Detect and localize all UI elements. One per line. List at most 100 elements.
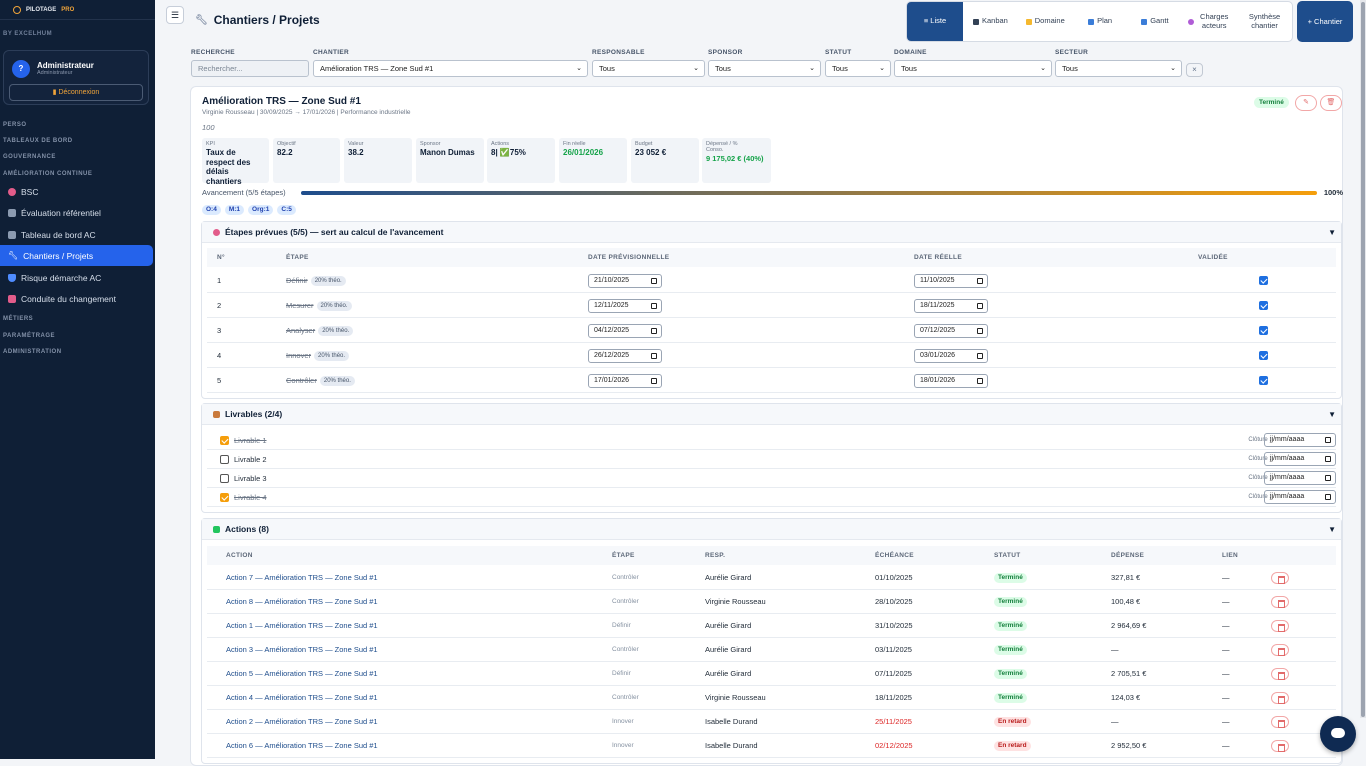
sidebar-item-evaluation[interactable]: Évaluation référentiel [0,202,153,223]
real-date-input[interactable]: 11/10/2025 [914,274,988,288]
action-name[interactable]: Action 8 — Amélioration TRS — Zone Sud #… [226,597,378,606]
clear-filters-button[interactable]: × [1186,63,1203,77]
view-synthese-button[interactable]: Synthèse chantier [1237,2,1292,41]
delete-action-button[interactable] [1271,716,1289,728]
action-name[interactable]: Action 3 — Amélioration TRS — Zone Sud #… [226,645,378,654]
sidebar-item-chantiers[interactable]: 🔧︎ Chantiers / Projets [0,245,153,266]
view-kanban-button[interactable]: Kanban [963,2,1018,41]
kpi-value: Manon Dumas [420,148,475,157]
steps-header[interactable]: Étapes prévues (5/5) — sert au calcul de… [202,222,1341,243]
nav-section-metiers[interactable]: MÉTIERS [3,316,34,322]
collapse-icon[interactable]: ▼ [1328,410,1336,419]
delete-project-button[interactable]: 🗑 [1320,95,1342,111]
actions-header[interactable]: Actions (8) ▼ [202,519,1341,540]
planned-date-input[interactable]: 21/10/2025 [588,274,662,288]
action-name[interactable]: Action 2 — Amélioration TRS — Zone Sud #… [226,717,378,726]
search-input[interactable]: Rechercher... [191,60,309,77]
secteur-select[interactable]: Tous ⌄ [1055,60,1182,77]
statut-select[interactable]: Tous ⌄ [825,60,891,77]
action-step: Innover [612,742,634,749]
responsable-select[interactable]: Tous ⌄ [592,60,705,77]
table-row: Action 5 — Amélioration TRS — Zone Sud #… [207,662,1336,686]
nav-section-perso[interactable]: PERSO [3,122,27,128]
livrable-checkbox[interactable] [220,493,229,502]
real-date-input[interactable]: 18/01/2026 [914,374,988,388]
chat-bubble-button[interactable] [1320,716,1356,752]
delete-action-button[interactable] [1271,572,1289,584]
nav-section-amelioration[interactable]: AMÉLIORATION CONTINUE [3,171,93,177]
livrables-header[interactable]: Livrables (2/4) ▼ [202,404,1341,425]
sidebar-item-label: Évaluation référentiel [21,207,101,218]
nav-section-parametrage[interactable]: PARAMÉTRAGE [3,333,56,339]
validated-checkbox[interactable] [1259,376,1268,385]
cloture-date-input[interactable]: jj/mm/aaaa [1264,452,1336,466]
action-name[interactable]: Action 5 — Amélioration TRS — Zone Sud #… [226,669,378,678]
delete-action-button[interactable] [1271,644,1289,656]
kpi-value: 82.2 [277,148,293,157]
menu-toggle-button[interactable]: ☰ [166,6,184,24]
action-name[interactable]: Action 6 — Amélioration TRS — Zone Sud #… [226,741,378,750]
add-chantier-button[interactable]: + Chantier [1297,1,1353,42]
scrollbar[interactable] [1360,0,1366,718]
action-due-date: 07/11/2025 [875,669,912,678]
validated-checkbox[interactable] [1259,326,1268,335]
sidebar-item-bsc[interactable]: BSC [0,181,153,202]
domaine-select[interactable]: Tous ⌄ [894,60,1052,77]
livrable-checkbox[interactable] [220,474,229,483]
edit-button[interactable]: ✎ [1295,95,1317,111]
action-responsable: Isabelle Durand [705,741,758,750]
real-date-input[interactable]: 07/12/2025 [914,324,988,338]
real-date-input[interactable]: 18/11/2025 [914,299,988,313]
nav-section-tableaux[interactable]: TABLEAUX DE BORD [3,138,73,144]
sponsor-select[interactable]: Tous ⌄ [708,60,821,77]
cloture-date-input[interactable]: jj/mm/aaaa [1264,471,1336,485]
action-status: Terminé [994,638,1027,662]
sidebar-item-risque[interactable]: Risque démarche AC [0,267,153,288]
table-row: 1 Définir 20% théo. 21/10/2025 11/10/2025 [207,268,1336,293]
chevron-down-icon: ⌄ [1040,65,1046,72]
action-step: Définir [612,622,631,629]
collapse-icon[interactable]: ▼ [1328,525,1336,534]
planned-date-input[interactable]: 12/11/2025 [588,299,662,313]
planned-date-input[interactable]: 26/12/2025 [588,349,662,363]
view-domaine-button[interactable]: Domaine [1018,2,1073,41]
nav-section-gouvernance[interactable]: GOUVERNANCE [3,154,56,160]
project-number: 100 [202,123,215,132]
action-cost: — [1111,645,1119,654]
planned-date-input[interactable]: 17/01/2026 [588,374,662,388]
planned-date-input[interactable]: 04/12/2025 [588,324,662,338]
action-name[interactable]: Action 7 — Amélioration TRS — Zone Sud #… [226,573,378,582]
delete-action-button[interactable] [1271,620,1289,632]
list-item: Livrable 3 Clôture : jj/mm/aaaa [207,469,1336,488]
view-charges-button[interactable]: Charges acteurs [1182,2,1237,41]
action-name[interactable]: Action 1 — Amélioration TRS — Zone Sud #… [226,621,378,630]
logout-button[interactable]: ▮ Déconnexion [9,84,143,101]
cloture-date-input[interactable]: jj/mm/aaaa [1264,490,1336,504]
chantier-select[interactable]: Amélioration TRS — Zone Sud #1 ⌄ [313,60,588,77]
livrable-checkbox[interactable] [220,455,229,464]
delete-action-button[interactable] [1271,596,1289,608]
view-liste-button[interactable]: ≡ Liste [907,2,963,41]
view-label: Domaine [1034,16,1065,26]
column-header: DÉPENSE [1111,552,1145,559]
validated-checkbox[interactable] [1259,276,1268,285]
delete-action-button[interactable] [1271,668,1289,680]
sidebar-item-tableau-ac[interactable]: Tableau de bord AC [0,224,153,245]
action-name[interactable]: Action 4 — Amélioration TRS — Zone Sud #… [226,693,378,702]
column-header: STATUT [994,552,1021,559]
view-plan-button[interactable]: Plan [1073,2,1128,41]
validated-checkbox[interactable] [1259,351,1268,360]
delete-action-button[interactable] [1271,740,1289,752]
validated-checkbox[interactable] [1259,301,1268,310]
sidebar-item-conduite[interactable]: Conduite du changement [0,288,153,309]
nav-section-administration[interactable]: ADMINISTRATION [3,349,62,355]
scrollbar-thumb[interactable] [1361,2,1365,717]
delete-action-button[interactable] [1271,692,1289,704]
collapse-icon[interactable]: ▼ [1328,228,1336,237]
cloture-date-input[interactable]: jj/mm/aaaa [1264,433,1336,447]
livrable-checkbox[interactable] [220,436,229,445]
target-icon [8,187,16,196]
view-gantt-button[interactable]: Gantt [1127,2,1182,41]
real-date-input[interactable]: 03/01/2026 [914,349,988,363]
action-status: En retard [994,710,1031,734]
